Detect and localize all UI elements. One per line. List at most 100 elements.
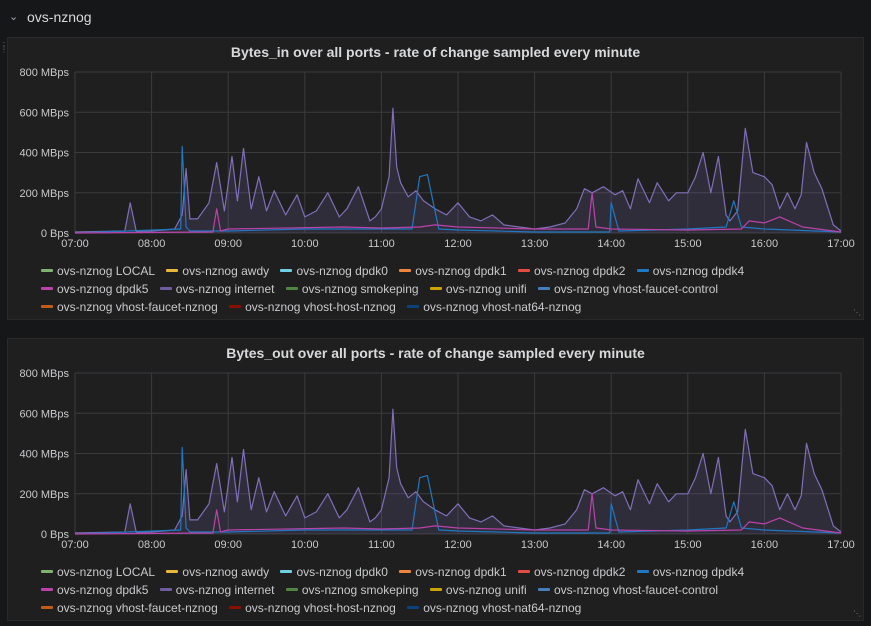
x-tick-label: 15:00	[674, 539, 702, 551]
series-line	[74, 107, 842, 233]
resize-handle-icon[interactable]: ⋱	[853, 609, 861, 618]
legend-item-dpdk5[interactable]: ovs-nznog dpdk5	[41, 280, 148, 298]
series-color-swatch	[280, 269, 293, 273]
y-tick-label: 0 Bps	[41, 529, 70, 541]
legend-item-vhost-host-nznog[interactable]: ovs-nznog vhost-host-nznog	[229, 298, 396, 316]
series-color-swatch	[429, 287, 442, 291]
series-line	[74, 493, 842, 535]
legend-item-vhost-faucet-nznog[interactable]: ovs-nznog vhost-faucet-nznog	[41, 298, 218, 316]
graph-bytes-out[interactable]: 0 Bps 200 MBps 400 MBps 600 MBps 800 MBps 07:…	[8, 339, 863, 559]
series-color-swatch	[399, 269, 412, 273]
x-tick-label: 10:00	[291, 539, 319, 551]
x-tick-label: 17:00	[827, 238, 855, 250]
legend-item-dpdk0[interactable]: ovs-nznog dpdk0	[280, 262, 388, 280]
y-tick-label: 600 MBps	[19, 107, 69, 119]
legend-item-dpdk0[interactable]: ovs-nznog dpdk0	[280, 563, 388, 581]
legend-item-vhost-faucet-control[interactable]: ovs-nznog vhost-faucet-control	[537, 581, 718, 599]
legend: ovs-nznog LOCAL ovs-nznog awdy ovs-nznog…	[41, 262, 841, 316]
series-line	[74, 145, 842, 234]
x-tick-label: 10:00	[291, 238, 319, 250]
legend-item-awdy[interactable]: ovs-nznog awdy	[166, 262, 269, 280]
legend-item-local[interactable]: ovs-nznog LOCAL	[41, 563, 155, 581]
legend-label: ovs-nznog dpdk2	[533, 264, 626, 278]
panel-title[interactable]: Bytes_out over all ports - rate of chang…	[226, 345, 645, 361]
legend-item-unifi[interactable]: ovs-nznog unifi	[429, 280, 527, 298]
series-color-swatch	[407, 606, 420, 610]
graph-bytes-in[interactable]: 0 Bps 200 MBps 400 MBps 600 MBps 800 MBps 07:…	[8, 38, 863, 258]
drag-handle-icon[interactable]: ⋮ ⋮	[0, 41, 8, 54]
legend-label: ovs-nznog dpdk2	[533, 565, 626, 579]
legend-item-dpdk5[interactable]: ovs-nznog dpdk5	[41, 581, 148, 599]
legend-item-dpdk4[interactable]: ovs-nznog dpdk4	[636, 563, 745, 581]
x-tick-label: 09:00	[214, 238, 242, 250]
x-tick-label: 16:00	[751, 238, 779, 250]
legend-item-smokeping[interactable]: ovs-nznog smokeping	[285, 280, 419, 298]
legend-label: ovs-nznog vhost-nat64-nznog	[423, 300, 582, 314]
x-tick-label: 16:00	[751, 539, 779, 551]
series-color-swatch	[636, 570, 649, 574]
panel-title[interactable]: Bytes_in over all ports - rate of change…	[230, 44, 641, 60]
y-tick-label: 200 MBps	[19, 188, 69, 200]
x-tick-label: 07:00	[61, 539, 89, 551]
x-tick-label: 14:00	[597, 539, 625, 551]
legend-label: ovs-nznog smokeping	[301, 282, 419, 296]
legend-item-local[interactable]: ovs-nznog LOCAL	[41, 262, 155, 280]
series-area	[75, 108, 841, 233]
series-color-swatch	[285, 287, 298, 291]
legend-label: ovs-nznog dpdk4	[652, 264, 745, 278]
legend-item-dpdk4[interactable]: ovs-nznog dpdk4	[636, 262, 745, 280]
legend-item-vhost-host-nznog[interactable]: ovs-nznog vhost-host-nznog	[229, 599, 396, 617]
x-tick-label: 11:00	[368, 238, 395, 250]
legend-item-dpdk1[interactable]: ovs-nznog dpdk1	[399, 563, 507, 581]
panel-bytes-in: Bytes_in over all ports - rate of change…	[7, 37, 864, 320]
series-color-swatch	[429, 588, 442, 592]
series-color-swatch	[517, 570, 530, 574]
legend-item-smokeping[interactable]: ovs-nznog smokeping	[285, 581, 419, 599]
legend-item-awdy[interactable]: ovs-nznog awdy	[166, 563, 269, 581]
legend-label: ovs-nznog vhost-faucet-nznog	[57, 601, 218, 615]
series-color-swatch	[399, 570, 412, 574]
legend-item-internet[interactable]: ovs-nznog internet	[159, 280, 274, 298]
legend-item-dpdk2[interactable]: ovs-nznog dpdk2	[517, 262, 626, 280]
legend-item-vhost-nat64-nznog[interactable]: ovs-nznog vhost-nat64-nznog	[407, 298, 581, 316]
legend-row: ovs-nznog LOCAL ovs-nznog awdy ovs-nznog…	[41, 262, 841, 280]
legend-label: ovs-nznog dpdk5	[57, 282, 149, 296]
legend-label: ovs-nznog dpdk1	[415, 565, 507, 579]
series-color-swatch	[41, 287, 53, 291]
series-color-swatch	[166, 570, 179, 574]
legend-item-unifi[interactable]: ovs-nznog unifi	[429, 581, 527, 599]
legend-item-internet[interactable]: ovs-nznog internet	[159, 581, 275, 599]
legend-label: ovs-nznog internet	[175, 583, 275, 597]
legend-item-dpdk1[interactable]: ovs-nznog dpdk1	[399, 262, 507, 280]
legend-row: ovs-nznog LOCAL ovs-nznog awdy ovs-nznog…	[41, 563, 841, 581]
series-color-swatch	[41, 269, 53, 273]
legend-label: ovs-nznog LOCAL	[57, 264, 156, 278]
row-title[interactable]: ovs-nznog	[27, 9, 92, 25]
legend-label: ovs-nznog vhost-nat64-nznog	[423, 601, 582, 615]
resize-handle-icon[interactable]: ⋱	[853, 308, 861, 317]
series-color-swatch	[41, 570, 53, 574]
chevron-down-icon[interactable]: ⌄	[9, 10, 19, 23]
legend-label: ovs-nznog dpdk0	[296, 565, 388, 579]
legend-item-dpdk2[interactable]: ovs-nznog dpdk2	[517, 563, 626, 581]
legend-item-vhost-faucet-nznog[interactable]: ovs-nznog vhost-faucet-nznog	[41, 599, 218, 617]
series-color-swatch	[407, 305, 420, 309]
y-tick-label: 400 MBps	[19, 148, 69, 160]
x-tick-label: 13:00	[521, 539, 549, 551]
legend-label: ovs-nznog dpdk4	[652, 565, 745, 579]
legend-label: ovs-nznog dpdk5	[57, 583, 149, 597]
legend-row: ovs-nznog dpdk5 ovs-nznog internet ovs-n…	[41, 581, 841, 599]
series-color-swatch	[285, 588, 298, 592]
legend-label: ovs-nznog smokeping	[301, 583, 419, 597]
legend-label: ovs-nznog awdy	[182, 565, 270, 579]
legend-item-vhost-faucet-control[interactable]: ovs-nznog vhost-faucet-control	[537, 280, 718, 298]
y-tick-label: 0 Bps	[41, 228, 70, 240]
series-color-swatch	[537, 588, 550, 592]
series-line	[74, 192, 842, 234]
dashboard-row-header[interactable]: ⌄ ovs-nznog	[0, 0, 871, 36]
legend-item-vhost-nat64-nznog[interactable]: ovs-nznog vhost-nat64-nznog	[407, 599, 581, 617]
series-color-swatch	[41, 305, 53, 309]
legend-label: ovs-nznog dpdk1	[415, 264, 507, 278]
legend: ovs-nznog LOCAL ovs-nznog awdy ovs-nznog…	[41, 563, 841, 617]
x-tick-label: 13:00	[521, 238, 549, 250]
